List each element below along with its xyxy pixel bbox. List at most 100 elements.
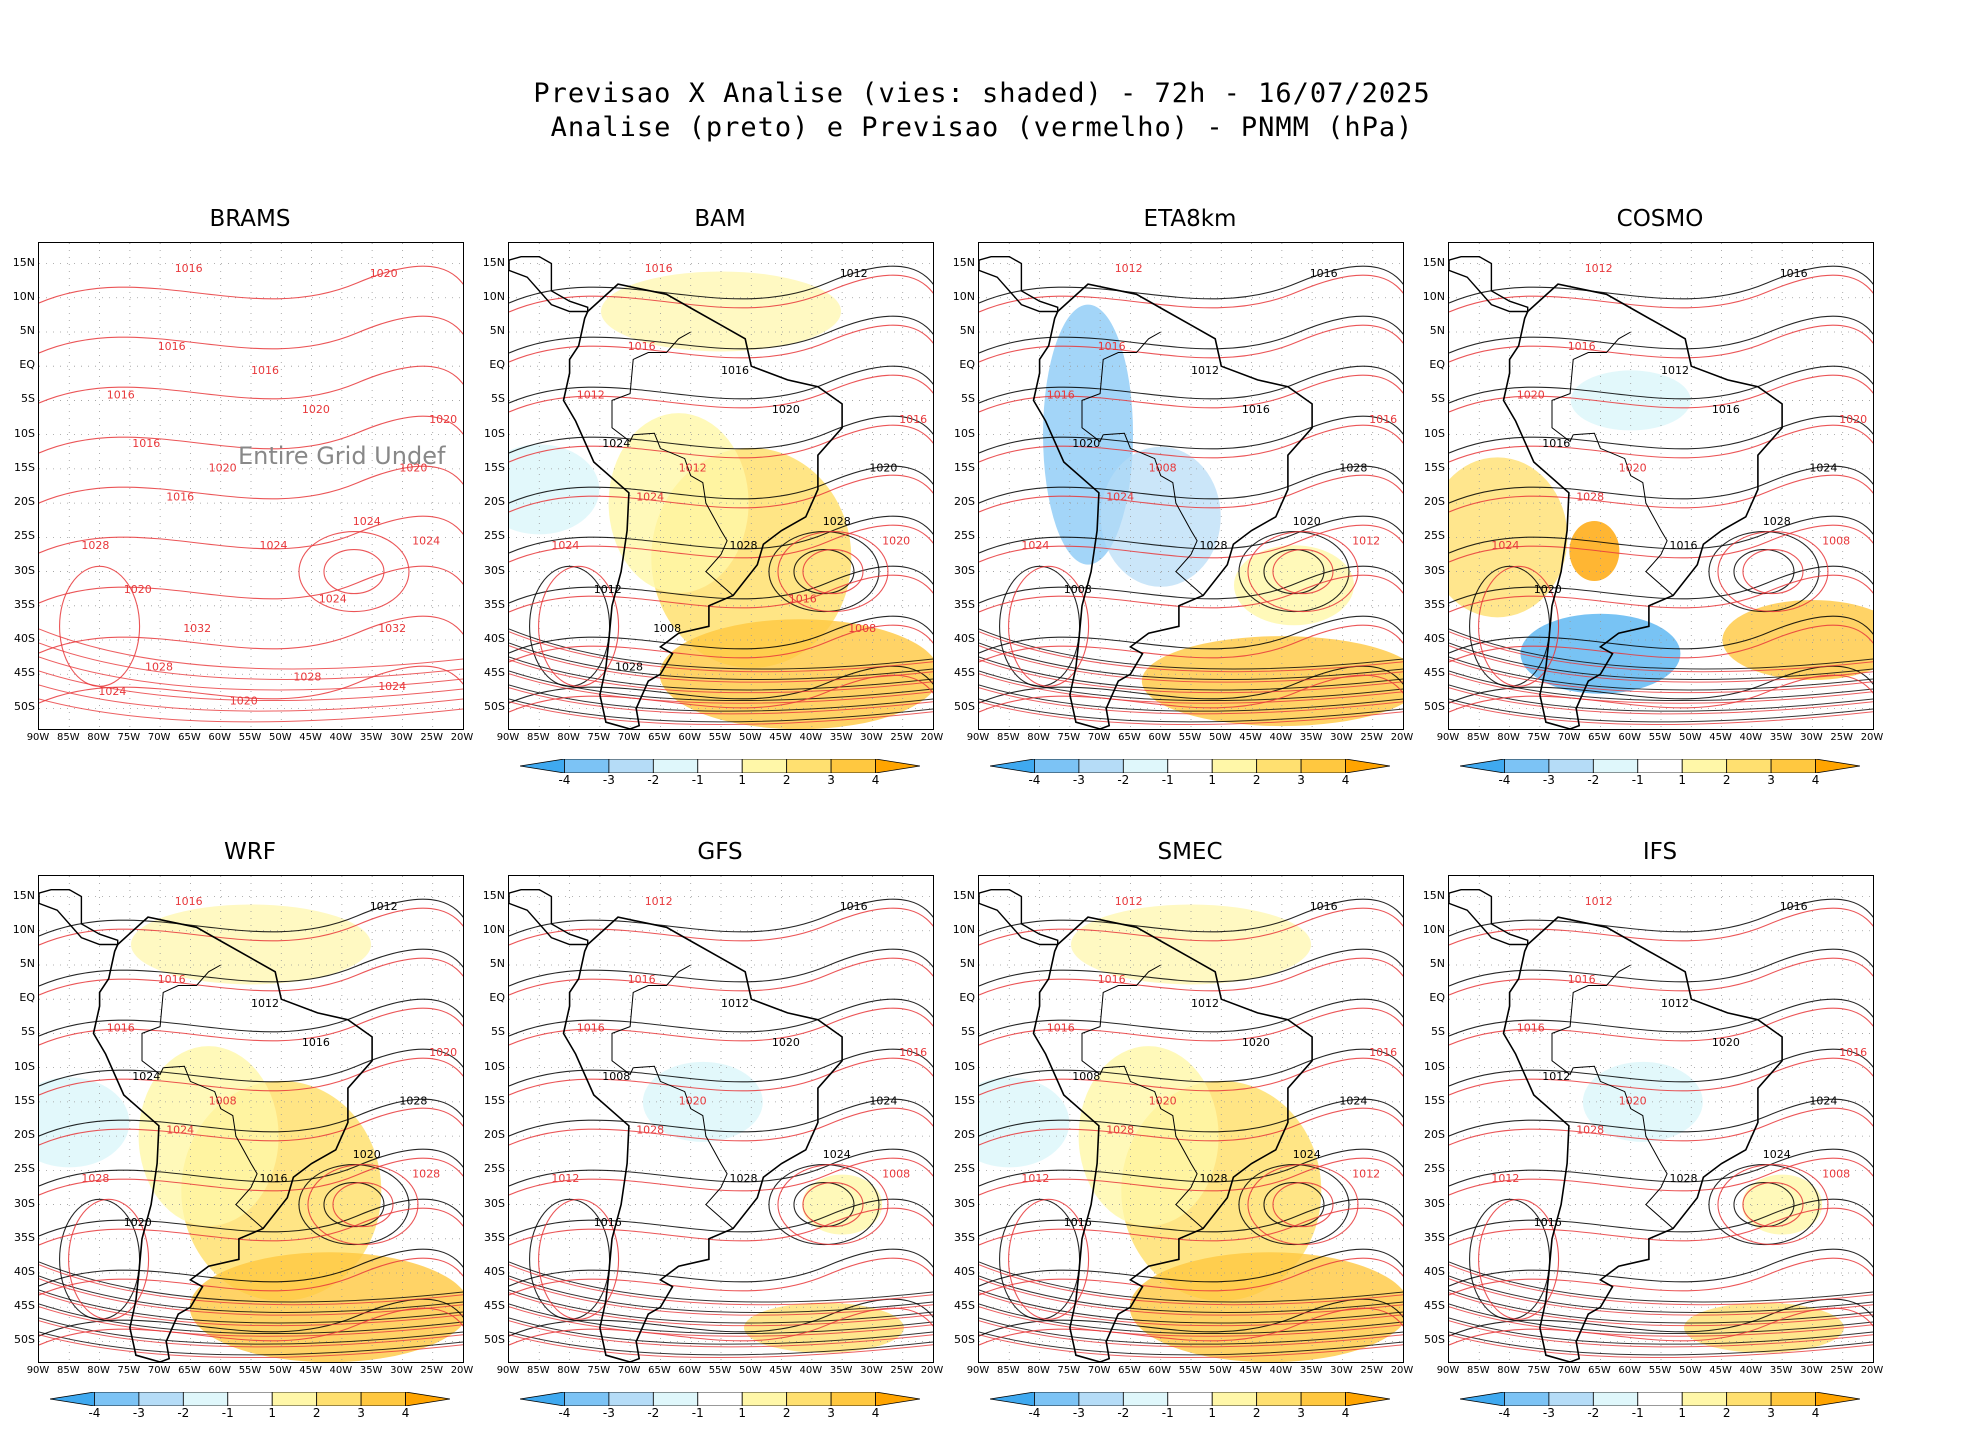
colorbar-label: -2	[647, 773, 660, 787]
contour-label: 1016	[175, 262, 203, 275]
isobar	[979, 701, 1403, 726]
lat-label: 40S	[484, 632, 505, 645]
lon-label: 55W	[708, 732, 732, 743]
lon-label: 70W	[1087, 732, 1111, 743]
isobar	[1449, 998, 1873, 1037]
lat-label: 10N	[482, 922, 505, 936]
lat-label: 5N	[19, 323, 35, 337]
map-gfs: 1012 1016 1016 1012 1016 1020 1016 1008 1020 1024…	[508, 875, 934, 1363]
lat-label: 15S	[1424, 460, 1445, 474]
lat-label: 15N	[12, 255, 35, 269]
isobar	[979, 907, 1403, 946]
isobar	[1449, 315, 1873, 354]
contour-label: 1012	[679, 461, 707, 474]
colorbar: -4 -3 -2 -1 1 2 3 4	[1459, 1391, 1861, 1423]
lon-label: 65W	[648, 732, 671, 743]
isobar	[39, 1306, 463, 1337]
contour-label: 1024	[412, 534, 440, 547]
country-border	[141, 964, 221, 1076]
isobar	[39, 265, 463, 304]
panel-title-cosmo: COSMO	[1616, 206, 1704, 232]
colorbar-swatch	[608, 1391, 654, 1407]
colorbar-swatch	[1167, 1391, 1213, 1407]
isobar	[509, 274, 933, 313]
isobar	[509, 1306, 933, 1337]
contour-label: 1016	[1534, 1216, 1562, 1229]
colorbar-swatch	[1459, 1391, 1505, 1407]
coastline-south-america	[92, 916, 373, 1362]
contour-label: 1028	[1106, 1124, 1134, 1137]
colorbar-swatches	[49, 1391, 451, 1407]
lon-label: 80W	[1497, 1365, 1520, 1376]
contour-label: 1016	[1310, 900, 1338, 913]
colorbar-label: 2	[1722, 1406, 1731, 1420]
isobar	[509, 907, 933, 946]
lon-label: 85W	[996, 732, 1020, 743]
lat-label: 40S	[484, 1265, 505, 1278]
lat-label: 30S	[484, 563, 505, 577]
isobar	[979, 1317, 1403, 1345]
contour-label: 1012	[370, 900, 398, 913]
isobar	[979, 1098, 1403, 1137]
lat-label: 10N	[1422, 922, 1445, 936]
lat-label: 45S	[484, 1299, 505, 1313]
map-canvas: 1012 1016 1016 1012 1016 1020 1016 1008 1020 1024…	[509, 876, 933, 1362]
contour-label: 1028	[293, 670, 321, 683]
contour-label: 1028	[1576, 1124, 1604, 1137]
contour-label: 1016	[302, 1036, 330, 1049]
contour-label: 1028	[636, 1124, 664, 1137]
isobar	[509, 574, 933, 613]
isobar	[39, 957, 463, 996]
isobar	[1449, 1198, 1873, 1237]
isobar	[509, 515, 933, 554]
contour-label: 1024	[378, 680, 406, 693]
country-border	[1103, 432, 1204, 596]
colorbar-label: 1	[738, 773, 747, 787]
lon-label: 45W	[769, 1365, 792, 1376]
lon-label: 50W	[738, 732, 762, 743]
isobar	[509, 698, 933, 723]
panel-title-ifs: IFS	[1642, 839, 1678, 865]
isobar	[979, 624, 1403, 663]
lon-label: 30W	[390, 1365, 413, 1376]
isobar	[39, 1320, 463, 1348]
isobar	[979, 615, 1403, 654]
contour-label: 1028	[81, 539, 109, 552]
lat-label: 20S	[954, 1128, 975, 1142]
coastline-central-america	[979, 889, 1059, 946]
isobar	[39, 642, 463, 680]
lat-label: 20S	[14, 1128, 35, 1142]
colorbar-swatch	[227, 1391, 273, 1407]
lon-label: 65W	[1118, 1365, 1141, 1376]
contour-label: 1016	[1542, 437, 1570, 450]
isobar	[979, 898, 1403, 937]
lon-label: 55W	[1648, 732, 1672, 743]
lat-label: 5S	[1431, 392, 1445, 406]
isobar-ring	[1272, 1182, 1334, 1228]
lon-label: 75W	[117, 1365, 141, 1376]
isobar	[509, 1334, 933, 1359]
lon-label: 45W	[1239, 732, 1262, 743]
lat-label: 15S	[954, 460, 975, 474]
contour-label: 1016	[1242, 403, 1270, 416]
isobar	[979, 1334, 1403, 1359]
colorbar-label: 3	[1767, 773, 1775, 787]
country-border	[611, 964, 691, 1076]
colorbar-label: 2	[782, 773, 791, 787]
colorbar-swatches	[1459, 758, 1861, 774]
isobar	[509, 524, 933, 563]
colorbar-label: -4	[88, 1406, 101, 1420]
isobar	[39, 1207, 463, 1246]
contour-label: 1016	[1839, 1046, 1867, 1059]
colorbar-label: 1	[1208, 773, 1217, 787]
lon-label: 85W	[1466, 1365, 1490, 1376]
contour-label: 1020	[882, 534, 910, 547]
lat-label: 25S	[14, 1162, 35, 1176]
lat-label: 20S	[1424, 1128, 1445, 1142]
lat-label: 15S	[1424, 1093, 1445, 1107]
colorbar-swatches	[989, 1391, 1391, 1407]
lon-label: 90W	[26, 1365, 50, 1376]
lat-label: 40S	[1424, 632, 1445, 645]
lon-label: 60W	[678, 732, 702, 743]
isobar-ring	[1478, 1198, 1560, 1320]
